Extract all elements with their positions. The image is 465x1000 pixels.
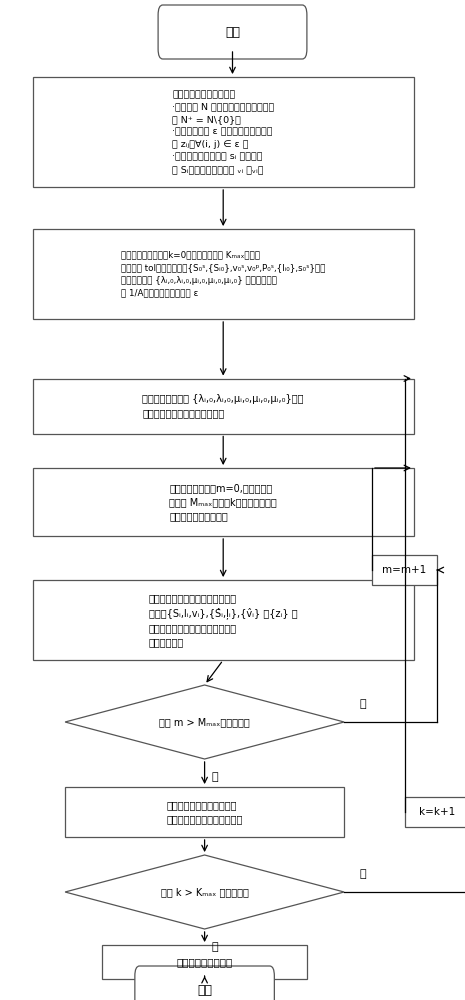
Text: 是: 是 — [212, 772, 218, 782]
FancyBboxPatch shape — [158, 5, 307, 59]
Text: 获得电力系统网络参数：
·母线集合 N ，以及去除根母线后的集
合 N⁺ = N\{0}；
·电网支路集合 ε ；母线之间支路的阻
抗 zᵢⱼ，∀(i, j) : 获得电力系统网络参数： ·母线集合 N ，以及去除根母线后的集 合 N⁺ = N… — [172, 90, 274, 174]
FancyBboxPatch shape — [135, 966, 274, 1000]
FancyBboxPatch shape — [33, 77, 414, 187]
Text: m=m+1: m=m+1 — [382, 565, 427, 575]
FancyBboxPatch shape — [33, 378, 414, 434]
FancyBboxPatch shape — [102, 945, 307, 979]
Text: 根据适当的规则更新对偶变
量，惩罚参数和迭代控制参数: 根据适当的规则更新对偶变 量，惩罚参数和迭代控制参数 — [166, 800, 243, 824]
FancyBboxPatch shape — [33, 229, 414, 319]
FancyBboxPatch shape — [65, 787, 344, 837]
Text: 初始化外层迭代次数k=0，最大迭代次数 Kₘₐₓ，外层
收敛精度 tol；设定初始点{S₀ˢ,{Sᵢ₀},v₀ˢ,v₀ᵖ,P₀ˢ,{lᵢ₀},s₀ˢ}并初
始化: 初始化外层迭代次数k=0，最大迭代次数 Kₘₐₓ，外层 收敛精度 tol；设定初… — [121, 251, 326, 297]
FancyBboxPatch shape — [372, 555, 437, 585]
Text: k=k+1: k=k+1 — [419, 807, 455, 817]
Text: 输出母线的注入功率: 输出母线的注入功率 — [177, 957, 232, 967]
FancyBboxPatch shape — [33, 468, 414, 536]
Text: 是: 是 — [212, 942, 218, 952]
Text: 结束: 结束 — [197, 984, 212, 996]
FancyBboxPatch shape — [405, 797, 465, 827]
Text: 固定当前对偶变量 {λᵢ,₀,λᵢ,₀,μᵢ,₀,μᵢ,₀,μᵢ,₀}，得
到相应的内层增广拉格朗日问题: 固定当前对偶变量 {λᵢ,₀,λᵢ,₀,μᵢ,₀,μᵢ,₀,μᵢ,₀}，得 到相… — [142, 394, 304, 418]
Text: 判断 k > Kₘₐₓ 是否成立？: 判断 k > Kₘₐₓ 是否成立？ — [161, 887, 248, 897]
Text: 开始: 开始 — [225, 25, 240, 38]
Text: 否: 否 — [359, 699, 366, 709]
FancyBboxPatch shape — [33, 580, 414, 660]
Text: 设定内层迭代次数m=0,最大内层迭
代次数 Mₘₐₓ；以第k次外层迭代的计
算结果初始化内层算法: 设定内层迭代次数m=0,最大内层迭 代次数 Mₘₐₓ；以第k次外层迭代的计 算结… — [169, 483, 277, 521]
Text: 判断 m > Mₘₐₓ是否成立？: 判断 m > Mₘₐₓ是否成立？ — [159, 717, 250, 727]
Text: 否: 否 — [359, 869, 366, 879]
Text: 将内层增广拉格朗日问题的优化变
量分成{Sᵢ,lᵢ,vᵢ},{Ŝᵢ,ļᵢ},{v̂ᵢ} 和{zᵢ} 四
组，各母线进行信息交互并并行地
更新四组变量: 将内层增广拉格朗日问题的优化变 量分成{Sᵢ,lᵢ,vᵢ},{Ŝᵢ,ļᵢ},{… — [149, 593, 298, 647]
Polygon shape — [65, 855, 344, 929]
Polygon shape — [65, 685, 344, 759]
